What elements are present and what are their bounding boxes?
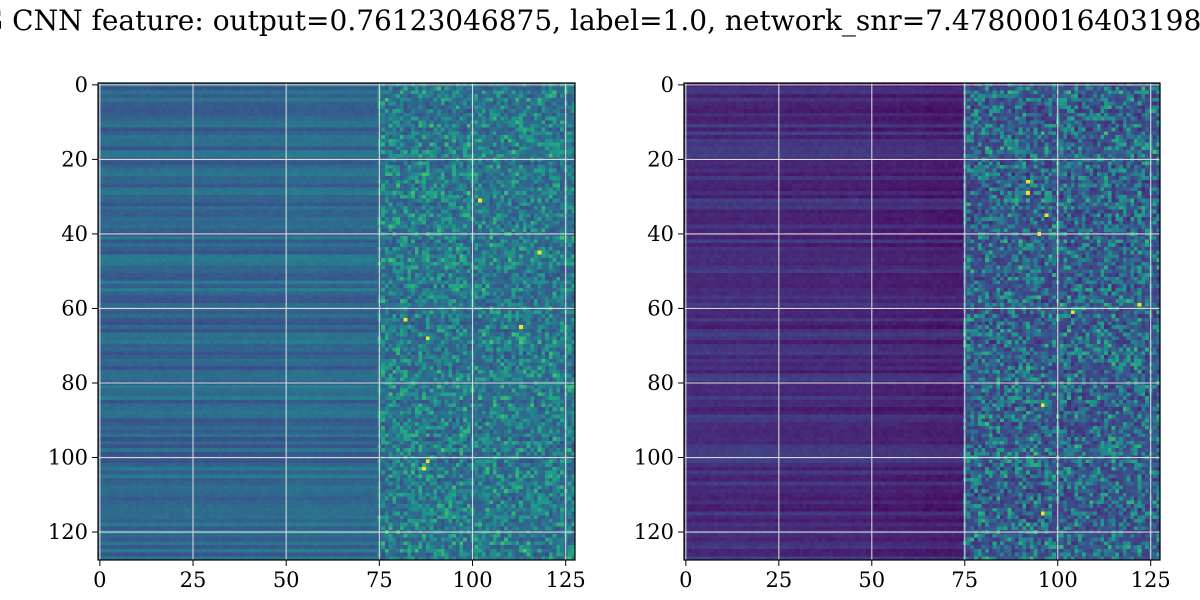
y-tick-label: 100 bbox=[48, 446, 88, 470]
y-tick-label: 60 bbox=[647, 296, 674, 320]
x-tick-label: 0 bbox=[93, 568, 106, 592]
y-tick-label: 100 bbox=[634, 446, 674, 470]
x-tick-label: 100 bbox=[1038, 568, 1078, 592]
y-tick-label: 120 bbox=[48, 520, 88, 544]
x-tick-label: 100 bbox=[452, 568, 492, 592]
y-tick-label: 40 bbox=[61, 222, 88, 246]
x-tick-label: 125 bbox=[546, 568, 586, 592]
x-tick-label: 0 bbox=[679, 568, 692, 592]
x-tick-label: 50 bbox=[273, 568, 300, 592]
heatmap-panel-left: 0 25 50 75 100 125 0 20 40 60 80 100 120 bbox=[48, 73, 586, 592]
x-tick-label: 125 bbox=[1131, 568, 1171, 592]
heatmap-panel-right: 0 25 50 75 100 125 0 20 40 60 80 100 120 bbox=[634, 73, 1171, 592]
heatmap-cells bbox=[684, 83, 1161, 561]
x-tick-label: 50 bbox=[858, 568, 885, 592]
y-tick-label: 120 bbox=[634, 520, 674, 544]
axes-frame bbox=[97, 82, 576, 561]
y-tick-label: 20 bbox=[61, 147, 88, 171]
x-tick-label: 25 bbox=[180, 568, 207, 592]
x-tick-label: 25 bbox=[765, 568, 792, 592]
y-tick-label: 80 bbox=[647, 371, 674, 395]
x-tick-label: 75 bbox=[366, 568, 393, 592]
y-tick-label: 60 bbox=[61, 296, 88, 320]
heatmap-cells bbox=[98, 83, 576, 561]
y-tick-label: 80 bbox=[61, 371, 88, 395]
y-tick-label: 40 bbox=[647, 222, 674, 246]
grid-lines bbox=[98, 83, 575, 560]
y-tick-label: 20 bbox=[647, 147, 674, 171]
grid-lines bbox=[684, 83, 1160, 560]
x-tick-label: 75 bbox=[951, 568, 978, 592]
y-tick-label: 0 bbox=[661, 73, 674, 97]
y-tick-label: 0 bbox=[75, 73, 88, 97]
axes-frame bbox=[683, 82, 1161, 561]
chart-title: G CNN feature: output=0.76123046875, lab… bbox=[0, 4, 1200, 37]
